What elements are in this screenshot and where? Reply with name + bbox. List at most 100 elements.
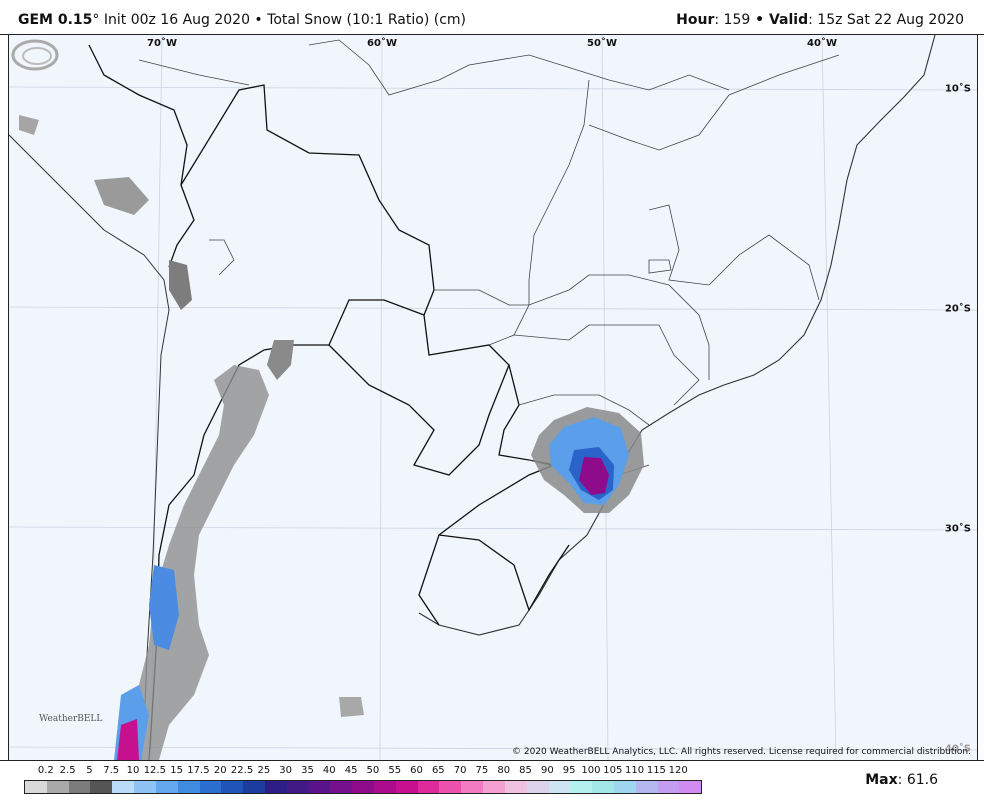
hour-value: : 159 <box>714 12 751 28</box>
legend-swatch <box>112 781 135 793</box>
product-name: Total Snow (10:1 Ratio) (cm) <box>267 12 466 28</box>
snow-region-peru-north <box>19 115 39 135</box>
state-line-middle <box>434 274 710 380</box>
legend-tick-label: 70 <box>453 765 467 776</box>
legend-swatch <box>155 781 178 793</box>
legend-tick-label: 40 <box>322 765 336 776</box>
legend-tick-label: 17.5 <box>187 765 210 776</box>
lon-label-60w: 60˚W <box>367 38 397 49</box>
parallel-40s <box>9 746 977 751</box>
legend-tick-label: 110 <box>625 765 645 776</box>
parallel-10s <box>9 86 977 91</box>
legend-swatch <box>352 781 374 793</box>
atlantic-coastline <box>418 35 936 636</box>
pacific-coastline <box>9 134 170 760</box>
legend-swatch <box>286 781 309 793</box>
lat-label-10s: 10˚S <box>944 83 971 95</box>
legend-swatch <box>177 781 200 793</box>
lon-label-70w: 70˚W <box>147 38 177 49</box>
lon-label-50w: 50˚W <box>587 38 617 49</box>
max-value-label: Max: 61.6 <box>865 772 938 788</box>
legend-swatch <box>657 781 680 793</box>
state-line-parana <box>518 394 650 426</box>
snow-region-altiplano <box>169 260 192 310</box>
legend-swatch <box>679 781 702 793</box>
border-paraguay <box>328 314 510 476</box>
state-line-north <box>308 39 730 96</box>
legend-tick-label: 5 <box>86 765 93 776</box>
snow-region-andes <box>119 365 269 760</box>
lat-label-30s: 30˚S <box>944 523 971 535</box>
header-valid-time: Hour: 159 • Valid: 15z Sat 22 Aug 2020 <box>676 12 964 28</box>
peru-brazil-line <box>138 59 250 86</box>
legend-tick-label: 90 <box>540 765 554 776</box>
weatherbell-logo-swirl <box>11 39 59 71</box>
separator: • <box>249 12 268 28</box>
legend-tick-label: 12.5 <box>143 765 166 776</box>
state-line-andes <box>209 239 235 276</box>
legend-tick-label: 85 <box>519 765 532 776</box>
legend-swatch <box>243 781 265 793</box>
legend-tick-label: 2.5 <box>59 765 76 776</box>
model-name: GEM 0.15 <box>18 12 93 28</box>
legend-tick-label: 115 <box>646 765 666 776</box>
legend-tick-label: 65 <box>431 765 445 776</box>
legend-swatch <box>199 781 222 793</box>
max-value: : 61.6 <box>897 772 938 788</box>
max-label: Max <box>865 772 898 788</box>
map-canvas <box>9 35 977 760</box>
header-title: GEM 0.15° Init 00z 16 Aug 2020 • Total S… <box>18 12 466 28</box>
legend-tick-label: 22.5 <box>230 765 254 776</box>
border-argentina-brazil <box>418 364 557 626</box>
legend-tick-label: 0.2 <box>37 765 54 776</box>
legend-tick-label: 35 <box>301 765 314 776</box>
border-uruguay <box>438 534 570 612</box>
legend-swatch <box>25 781 47 793</box>
legend-swatch <box>570 781 593 793</box>
map-header: GEM 0.15° Init 00z 16 Aug 2020 • Total S… <box>0 0 984 35</box>
hour-label: Hour <box>676 12 715 28</box>
border-peru-bolivia <box>88 44 195 268</box>
legend-tick-label: 25 <box>257 765 271 776</box>
lon-label-40w: 40˚W <box>807 38 837 49</box>
state-line-northeast <box>588 54 840 151</box>
color-scale-legend: 0.2 2.5 5 7.5 10 12.5 15 17.5 20 22.5 25 30 35 40 45 50… <box>0 760 984 809</box>
legend-swatch <box>592 781 614 793</box>
legend-tick-label: 60 <box>410 765 423 776</box>
legend-tick-label: 15 <box>170 765 184 776</box>
legend-swatch <box>134 781 156 793</box>
legend-tick-label: 30 <box>279 765 293 776</box>
legend-tick-label: 100 <box>581 765 601 776</box>
legend-swatch <box>221 781 244 793</box>
legend-swatch <box>68 781 91 793</box>
legend-swatch <box>526 781 549 793</box>
legend-swatch <box>308 781 331 793</box>
valid-value: : 15z Sat 22 Aug 2020 <box>808 12 964 28</box>
legend-tick-label: 95 <box>562 765 576 776</box>
legend-tick-label: 120 <box>668 765 688 776</box>
legend-swatch <box>548 781 571 793</box>
legend-tick-label: 55 <box>388 765 402 776</box>
snowfall-map: 70˚W 60˚W 50˚W 40˚W 10˚S 20˚S 30˚S 40˚S … <box>8 35 978 760</box>
legend-tick-label: 7.5 <box>103 765 120 776</box>
legend-swatch <box>374 781 396 793</box>
legend-tick-label: 10 <box>126 765 140 776</box>
parallel-30s <box>9 526 977 531</box>
legend-swatch <box>46 781 69 793</box>
border-bolivia-chile-argentina <box>148 84 435 760</box>
legend-color-bar <box>24 780 702 794</box>
meridian-40w <box>821 35 837 760</box>
weatherbell-logo: WeatherBELL <box>39 714 103 724</box>
legend-swatch <box>483 781 505 793</box>
lat-label-40s: 40˚S <box>944 743 971 755</box>
legend-tick-label: 50 <box>366 765 380 776</box>
legend-ticks: 0.2 2.5 5 7.5 10 12.5 15 17.5 20 22.5 25 30 35 40 45 50… <box>24 765 700 779</box>
legend-swatch <box>264 781 287 793</box>
snow-maximum-andes-south <box>117 719 139 760</box>
legend-swatch <box>461 781 484 793</box>
copyright-notice: © 2020 WeatherBELL Analytics, LLC. All r… <box>512 747 971 757</box>
legend-tick-label: 80 <box>497 765 511 776</box>
valid-label: • Valid <box>750 12 809 28</box>
snow-region-patagonia <box>339 697 364 717</box>
state-line-southeast <box>513 324 700 406</box>
